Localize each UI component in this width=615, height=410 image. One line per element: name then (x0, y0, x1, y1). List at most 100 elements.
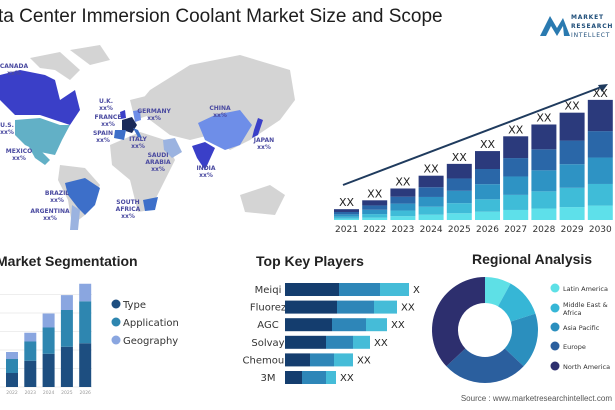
slice-europe (446, 348, 524, 383)
bar-segment-2028 (531, 149, 557, 171)
bar-segment-2023 (390, 188, 416, 197)
bar-segment-2027 (503, 158, 529, 177)
legend-dot-icon (550, 341, 560, 351)
map-label-south-africa: AFRICA (116, 206, 141, 213)
bar-segment-2023 (390, 196, 416, 204)
country-france (122, 117, 137, 133)
player-label: Chemours (243, 355, 294, 366)
bar-segment-2023 (390, 210, 416, 217)
bar-segment-2028 (531, 170, 557, 192)
bar-segment-2027 (503, 176, 529, 195)
x-tick-label: 2026 (79, 390, 91, 395)
bar-segment-2026 (79, 301, 92, 344)
player-label: Fluorez (250, 303, 286, 314)
slice-middle-east-africa (498, 283, 536, 322)
segmentation-title: Market Segmentation (0, 253, 138, 269)
country-canada (0, 70, 80, 125)
map-value-argentina: xx% (43, 215, 57, 222)
bar-segment-2024 (418, 175, 444, 188)
slice-asia-pacific (504, 313, 538, 367)
data-label: XX (508, 123, 524, 136)
bar-segment-2030 (587, 205, 613, 220)
country-saudi-arabia (163, 138, 182, 158)
arrow-head-icon (598, 84, 608, 92)
key-players-title: Top Key Players (256, 253, 364, 269)
data-label: XX (424, 163, 440, 176)
bar-segment-2023 (390, 203, 416, 211)
map-label-germany: GERMANY (137, 108, 171, 115)
bar-segment-2021 (334, 214, 359, 217)
player-bar-segment (310, 353, 334, 367)
data-label: XX (367, 187, 383, 200)
map-label-u-s-: U.S. (0, 122, 14, 129)
legend-label: Africa (563, 309, 582, 317)
trend-arrow (342, 85, 605, 186)
bar-segment-2022 (362, 214, 388, 218)
map-value-japan: xx% (257, 144, 271, 151)
bar-segment-2024 (418, 214, 444, 220)
logo-text: MARKET (571, 14, 604, 21)
data-label: XX (340, 373, 354, 384)
data-label: XX (339, 196, 355, 209)
bar-segment-2025 (60, 346, 73, 387)
logo-text: INTELLECT (571, 32, 610, 39)
legend-dot-icon (550, 361, 560, 371)
map-label-india: INDIA (196, 165, 215, 172)
source-text: Source : www.marketresearchintellect.com (460, 394, 612, 403)
player-bar-segment (302, 371, 326, 384)
bar-segment-2026 (79, 283, 92, 302)
regional-title: Regional Analysis (472, 251, 593, 267)
map-value-saudi-arabia: xx% (151, 166, 165, 173)
player-bar-segment (285, 371, 302, 384)
bar-segment-2022 (362, 200, 388, 206)
data-label: XX (452, 151, 468, 164)
player-bar-segment (285, 353, 310, 367)
country-u-k- (120, 110, 126, 119)
map-value-germany: xx% (147, 115, 161, 122)
bar-segment-2025 (446, 178, 472, 191)
map-value-italy: xx% (131, 143, 145, 150)
data-label: XX (565, 100, 581, 113)
data-label: XX (374, 338, 388, 349)
bar-segment-2028 (531, 191, 557, 209)
bar-segment-2025 (60, 295, 73, 310)
map-value-canada: xx% (7, 70, 21, 77)
player-label: Solvay (251, 338, 284, 349)
slice-latin-america (485, 277, 511, 307)
map-value-india: xx% (199, 172, 213, 179)
data-label: XX (593, 87, 609, 100)
legend-label: Type (122, 300, 146, 311)
data-label: XX (401, 303, 415, 314)
country-india (192, 142, 215, 170)
country-brazil (65, 178, 100, 215)
map-label-mexico: MEXICO (6, 148, 32, 155)
player-bar-segment (337, 300, 374, 314)
map-label-u-k-: U.K. (99, 98, 113, 105)
player-bar-segment (285, 335, 326, 349)
bar-segment-2023 (24, 360, 37, 387)
page-title: ta Center Immersion Coolant Market Size … (0, 6, 443, 27)
player-label: AGC (257, 320, 278, 331)
player-label: Meiqi (255, 285, 282, 296)
bar-segment-2022 (6, 352, 18, 359)
legend-dot-icon (111, 317, 121, 327)
legend-label: North America (563, 363, 610, 371)
bar-segment-2029 (559, 112, 585, 141)
bar-segment-2028 (531, 208, 557, 220)
bar-segment-2022 (362, 209, 388, 215)
bar-segment-2022 (6, 373, 18, 387)
map-label-spain: SPAIN (93, 130, 113, 137)
bar-segment-2026 (475, 211, 500, 220)
x-tick-label: 2023 (25, 390, 37, 395)
bar-segment-2027 (503, 136, 529, 159)
player-label: 3M (261, 373, 276, 384)
player-bar-segment (285, 318, 332, 332)
map-value-france: xx% (101, 121, 115, 128)
bar-segment-2021 (334, 216, 359, 219)
bar-segment-2024 (42, 327, 55, 354)
bar-segment-2030 (587, 157, 613, 184)
x-tick-label: 2029 (561, 225, 584, 235)
legend-label: Europe (563, 343, 586, 351)
key-players-chart: Meiqi XX Fluorez XX AGC XX Solvay XX Chemours XX 3… (243, 283, 420, 384)
map-value-mexico: xx% (12, 155, 26, 162)
